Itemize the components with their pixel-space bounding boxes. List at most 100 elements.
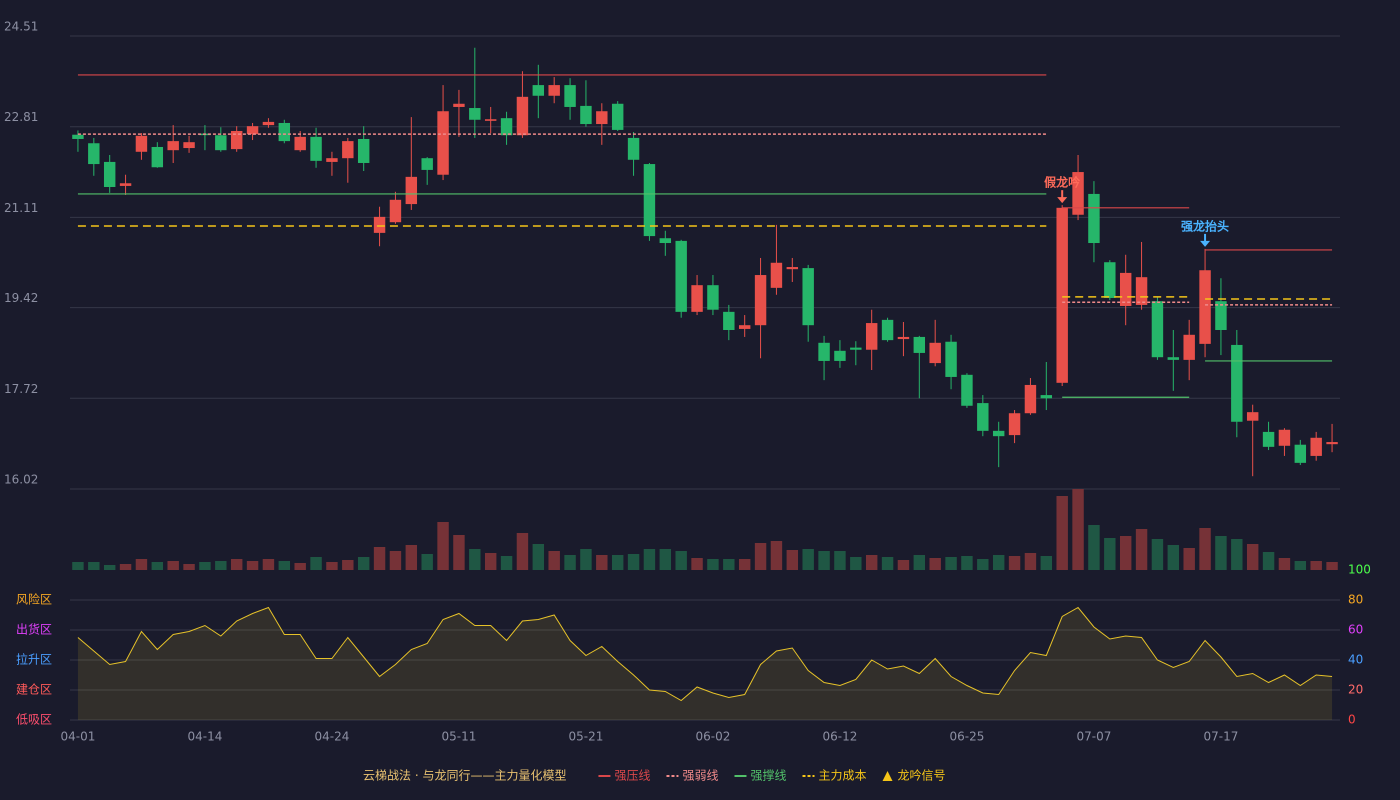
legend-label: 强压线 xyxy=(614,769,650,783)
signal-arrowhead xyxy=(1057,197,1068,204)
volume-bar xyxy=(643,549,656,570)
candle-body xyxy=(580,105,592,125)
candle-body xyxy=(977,403,989,431)
volume-bar xyxy=(389,551,402,570)
indicator-tick-label: 80 xyxy=(1348,593,1363,607)
candle-body xyxy=(770,262,783,288)
candle-body xyxy=(326,158,338,162)
candle-body xyxy=(1278,429,1291,446)
x-tick-label: 04-14 xyxy=(188,730,223,744)
x-tick-label: 07-07 xyxy=(1077,730,1112,744)
candle-body xyxy=(1215,301,1227,330)
legend-symbol xyxy=(882,771,893,781)
indicator-tick-label: 60 xyxy=(1348,623,1363,637)
volume-bar xyxy=(850,557,862,570)
volume-bar xyxy=(183,564,195,570)
volume-bar xyxy=(1135,529,1148,570)
candle-body xyxy=(881,319,894,341)
candle-body xyxy=(643,164,656,237)
candle-body xyxy=(1231,344,1243,422)
indicator-tick-label: 20 xyxy=(1348,683,1363,697)
candle-body xyxy=(1008,413,1021,436)
candle-body xyxy=(723,311,735,330)
legend-label: 主力成本 xyxy=(819,769,867,783)
legend-label: 强撑线 xyxy=(750,768,786,783)
volume-bar xyxy=(596,555,608,570)
candle-body xyxy=(88,143,100,165)
volume-bar xyxy=(564,555,576,570)
candle-body xyxy=(167,141,179,151)
volume-bar xyxy=(707,559,719,570)
candle-body xyxy=(72,134,84,139)
candle-body xyxy=(484,119,497,121)
candle-body xyxy=(627,137,640,160)
candle-body xyxy=(500,118,513,136)
volume-bar xyxy=(1151,539,1164,570)
candle-body xyxy=(1199,270,1211,344)
candle-body xyxy=(405,176,418,205)
volume-bar xyxy=(278,561,291,570)
candle-body xyxy=(246,126,259,135)
y-tick-label: 22.81 xyxy=(4,110,38,124)
volume-bar xyxy=(310,557,322,570)
signal-label: 强龙抬头 xyxy=(1181,218,1229,233)
volume-bar xyxy=(992,555,1005,570)
candle-body xyxy=(1072,172,1084,215)
candle-body xyxy=(1310,437,1322,456)
y-tick-label: 17.72 xyxy=(4,382,38,396)
zone-label: 拉升区 xyxy=(16,652,52,667)
candle-body xyxy=(961,374,973,406)
candle-body xyxy=(342,141,354,159)
volume-bar xyxy=(103,565,116,570)
volume-bar xyxy=(1167,545,1180,570)
candle-body xyxy=(834,350,846,361)
candle-body xyxy=(754,275,767,326)
volume-bar xyxy=(1040,556,1053,570)
x-tick-label: 04-24 xyxy=(315,730,350,744)
volume-bar xyxy=(627,554,640,570)
indicator-tick-label: 100 xyxy=(1348,563,1371,577)
candle-body xyxy=(262,121,275,126)
zone-label: 建仓区 xyxy=(16,683,52,697)
volume-bar xyxy=(453,535,465,570)
volume-bar xyxy=(865,555,878,570)
volume-bar xyxy=(977,559,989,570)
candle-body xyxy=(707,285,719,310)
candle-body xyxy=(1119,272,1132,306)
candle-body xyxy=(1104,262,1116,298)
volume-bar xyxy=(1119,536,1132,570)
volume-bar xyxy=(1310,561,1322,570)
volume-bar xyxy=(342,560,354,570)
volume-bar xyxy=(357,557,370,570)
volume-bar xyxy=(754,543,767,570)
x-tick-label: 05-11 xyxy=(442,730,477,744)
x-tick-label: 05-21 xyxy=(569,730,604,744)
volume-bar xyxy=(88,562,100,570)
candle-body xyxy=(230,130,243,150)
volume-bar xyxy=(659,549,672,570)
volume-bar xyxy=(1056,496,1068,570)
candle-body xyxy=(596,111,608,125)
candle-body xyxy=(992,430,1005,437)
x-tick-label: 04-01 xyxy=(61,730,96,744)
volume-bar xyxy=(326,562,338,570)
y-tick-label: 19.42 xyxy=(4,291,38,305)
zone-label: 风险区 xyxy=(16,592,52,607)
zone-label: 低吸区 xyxy=(16,713,52,727)
volume-bar xyxy=(484,553,497,570)
candle-body xyxy=(1088,193,1100,244)
candle-body xyxy=(469,108,481,120)
volume-bar xyxy=(437,522,449,570)
candle-body xyxy=(818,342,830,361)
volume-bar xyxy=(611,555,624,570)
volume-bar xyxy=(199,562,211,570)
volume-bar xyxy=(818,551,830,570)
volume-bar xyxy=(770,541,783,570)
volume-bar xyxy=(230,559,243,570)
volume-bar xyxy=(929,558,941,570)
volume-bar xyxy=(691,558,703,570)
signal-label: 假龙吟 xyxy=(1044,175,1080,190)
volume-bar xyxy=(786,550,799,570)
candle-body xyxy=(1246,412,1259,421)
